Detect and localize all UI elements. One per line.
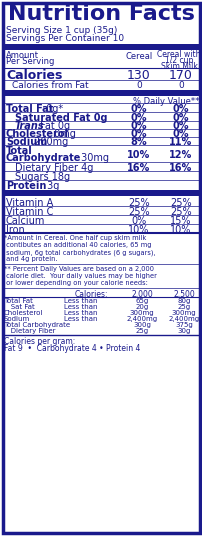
- Text: 170: 170: [168, 69, 192, 82]
- Text: 8%: 8%: [130, 137, 147, 147]
- Text: Amount: Amount: [6, 51, 39, 60]
- Bar: [3, 190, 199, 196]
- Text: 300mg: 300mg: [129, 310, 154, 316]
- Text: 30mg: 30mg: [78, 153, 108, 163]
- Text: 0%: 0%: [130, 121, 146, 131]
- Text: Sat Fat: Sat Fat: [4, 304, 35, 310]
- Text: 0: 0: [136, 81, 141, 90]
- Text: Cereal: Cereal: [125, 52, 152, 61]
- Text: contibutes an additional 40 calories, 65 mg: contibutes an additional 40 calories, 65…: [4, 242, 151, 248]
- Text: 10%: 10%: [127, 150, 150, 160]
- Text: 2,000: 2,000: [130, 290, 152, 299]
- Text: 25%: 25%: [127, 207, 149, 217]
- Text: 11%: 11%: [168, 137, 192, 147]
- Text: 0: 0: [177, 81, 183, 90]
- Text: 65g: 65g: [135, 298, 148, 304]
- Text: 0%: 0%: [131, 216, 146, 226]
- Text: Cholesterol: Cholesterol: [4, 310, 43, 316]
- Text: Vitamin A: Vitamin A: [6, 198, 53, 208]
- Text: Less than: Less than: [64, 298, 97, 304]
- Text: calorie diet.  Your daily values may be higher: calorie diet. Your daily values may be h…: [4, 273, 156, 279]
- Text: 0g*: 0g*: [43, 104, 63, 114]
- Text: Serving Size 1 cup (35g): Serving Size 1 cup (35g): [6, 26, 117, 35]
- Text: 25g: 25g: [135, 328, 148, 334]
- Text: Protein: Protein: [6, 181, 46, 191]
- Text: 0%: 0%: [172, 129, 188, 139]
- Text: or lower depending on your calorie needs:: or lower depending on your calorie needs…: [4, 280, 147, 286]
- Text: Cholesterol: Cholesterol: [6, 129, 69, 139]
- Text: ** Percent Daily Values are based on a 2,000: ** Percent Daily Values are based on a 2…: [4, 266, 153, 272]
- Text: 130: 130: [126, 69, 150, 82]
- Text: 2,500: 2,500: [172, 290, 194, 299]
- Text: and 4g protein.: and 4g protein.: [4, 256, 57, 262]
- Text: 0%: 0%: [172, 113, 188, 123]
- Text: Dietary Fiber: Dietary Fiber: [4, 328, 55, 334]
- Bar: [3, 90, 199, 96]
- Text: Calories from Fat: Calories from Fat: [12, 81, 88, 90]
- Text: 2,400mg: 2,400mg: [126, 316, 157, 322]
- Text: Total: Total: [6, 146, 33, 156]
- Text: 0%: 0%: [130, 113, 146, 123]
- Text: Cereal with: Cereal with: [157, 50, 200, 59]
- Text: Total Fat: Total Fat: [6, 104, 53, 114]
- Text: 0%: 0%: [130, 129, 146, 139]
- Text: Calories:: Calories:: [75, 290, 108, 299]
- Text: Vitamin C: Vitamin C: [6, 207, 53, 217]
- Text: Carbohydrate: Carbohydrate: [6, 153, 81, 163]
- Text: Servings Per Container 10: Servings Per Container 10: [6, 34, 123, 43]
- Text: 1/2 cup: 1/2 cup: [164, 56, 192, 65]
- Text: Sugars 18g: Sugars 18g: [15, 172, 70, 182]
- Text: Per Serving: Per Serving: [6, 57, 54, 66]
- Text: 0mg: 0mg: [51, 129, 76, 139]
- Bar: [3, 44, 199, 50]
- Text: 300mg: 300mg: [171, 310, 195, 316]
- Text: 200mg: 200mg: [31, 137, 67, 147]
- Text: Less than: Less than: [64, 316, 97, 322]
- Text: Fat 0g: Fat 0g: [37, 121, 70, 131]
- Text: 3g: 3g: [44, 181, 59, 191]
- Text: Sodium: Sodium: [6, 137, 47, 147]
- Text: % Daily Value**: % Daily Value**: [132, 97, 198, 106]
- Text: Trans: Trans: [15, 121, 44, 131]
- Text: sodium, 6g total carbohydrates (6 g sugars),: sodium, 6g total carbohydrates (6 g suga…: [4, 249, 155, 256]
- Text: Total Carbohydrate: Total Carbohydrate: [4, 322, 70, 328]
- Text: 300g: 300g: [132, 322, 150, 328]
- Text: 25%: 25%: [169, 207, 191, 217]
- Text: Calcium: Calcium: [6, 216, 45, 226]
- Text: Nutrition Facts: Nutrition Facts: [7, 4, 194, 24]
- Text: Iron: Iron: [6, 225, 25, 235]
- Text: 16%: 16%: [127, 163, 150, 173]
- Text: Less than: Less than: [64, 310, 97, 316]
- Text: 25g: 25g: [177, 304, 190, 310]
- Text: 15%: 15%: [169, 216, 191, 226]
- Text: 30g: 30g: [176, 328, 190, 334]
- Text: 0%: 0%: [172, 121, 188, 131]
- Text: Fat 9  •  Carbohydrate 4 • Protein 4: Fat 9 • Carbohydrate 4 • Protein 4: [4, 344, 140, 353]
- Text: Saturated Fat 0g: Saturated Fat 0g: [15, 113, 107, 123]
- Text: Dietary Fiber 4g: Dietary Fiber 4g: [15, 163, 93, 173]
- Text: 10%: 10%: [128, 225, 149, 235]
- Text: 20g: 20g: [135, 304, 148, 310]
- Text: 12%: 12%: [168, 150, 192, 160]
- Text: Sodium: Sodium: [4, 316, 30, 322]
- Text: Calories per gram:: Calories per gram:: [4, 337, 75, 346]
- Text: Calories: Calories: [6, 69, 62, 82]
- Text: 25%: 25%: [169, 198, 191, 208]
- Text: *Amount in Cereal. One half cup skim milk: *Amount in Cereal. One half cup skim mil…: [4, 235, 145, 241]
- Text: 25%: 25%: [127, 198, 149, 208]
- Text: 375g: 375g: [174, 322, 192, 328]
- Text: 0%: 0%: [172, 104, 188, 114]
- Text: 2,400mg: 2,400mg: [168, 316, 199, 322]
- Text: 80g: 80g: [176, 298, 190, 304]
- Text: 0%: 0%: [130, 104, 146, 114]
- Text: Total Fat: Total Fat: [4, 298, 33, 304]
- Text: 10%: 10%: [169, 225, 191, 235]
- Text: Skim Milk: Skim Milk: [160, 62, 197, 71]
- Text: Less than: Less than: [64, 304, 97, 310]
- Text: 16%: 16%: [168, 163, 192, 173]
